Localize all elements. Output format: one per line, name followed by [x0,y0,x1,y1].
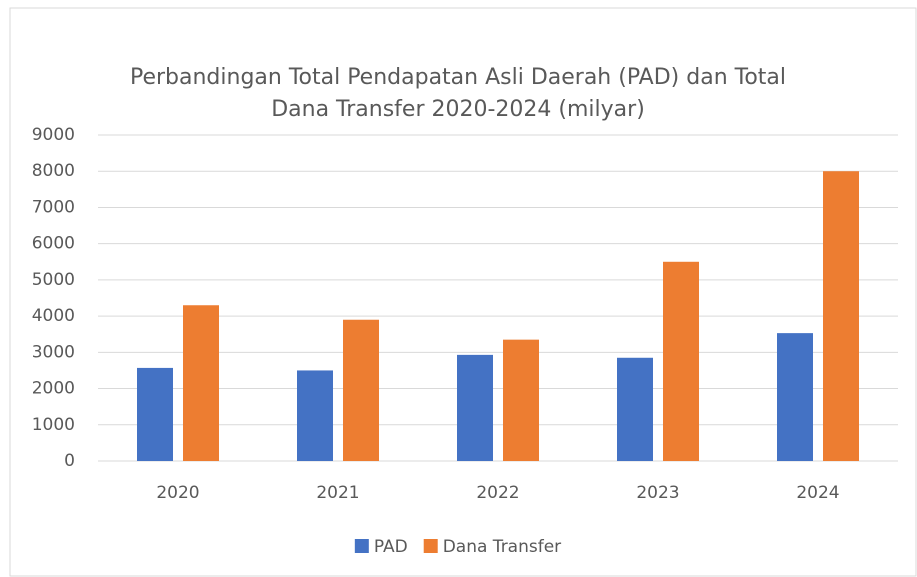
bar [137,368,173,461]
y-tick-label: 1000 [32,415,75,435]
bar [663,262,699,461]
y-tick-label: 8000 [32,161,75,181]
y-tick-label: 9000 [32,125,75,145]
bar [777,333,813,461]
y-tick-label: 6000 [32,234,75,254]
y-tick-label: 0 [64,451,75,471]
bar [457,355,493,461]
bar [183,305,219,461]
legend-label: PAD [374,537,408,557]
chart-title: Dana Transfer 2020-2024 (milyar) [271,97,645,122]
bar [503,340,539,461]
y-tick-label: 7000 [32,197,75,217]
y-tick-label: 4000 [32,306,75,326]
bar [297,370,333,461]
x-tick-label: 2023 [636,483,679,503]
chart-frame [10,8,916,576]
x-tick-label: 2021 [316,483,359,503]
legend-label: Dana Transfer [443,537,561,557]
x-tick-label: 2022 [476,483,519,503]
legend-swatch [355,539,369,553]
x-tick-label: 2020 [156,483,199,503]
y-tick-label: 3000 [32,342,75,362]
y-tick-label: 2000 [32,379,75,399]
bar [343,320,379,461]
bar [823,171,859,461]
x-tick-label: 2024 [796,483,839,503]
bar [617,358,653,461]
page: Perbandingan Total Pendapatan Asli Daera… [0,0,917,577]
chart: Perbandingan Total Pendapatan Asli Daera… [0,0,917,577]
legend-swatch [424,539,438,553]
y-tick-label: 5000 [32,270,75,290]
chart-title: Perbandingan Total Pendapatan Asli Daera… [130,65,786,90]
